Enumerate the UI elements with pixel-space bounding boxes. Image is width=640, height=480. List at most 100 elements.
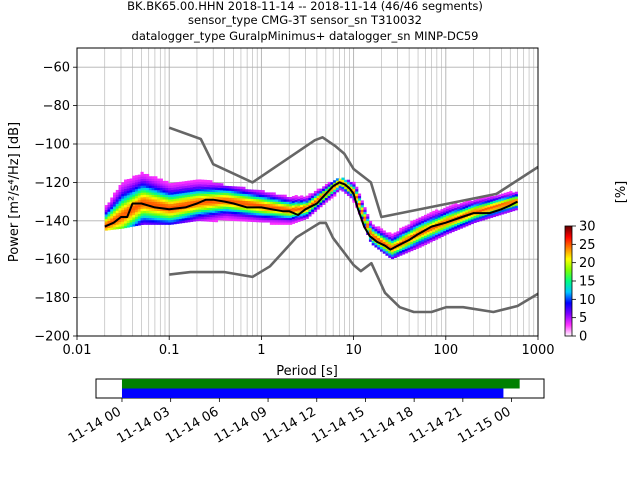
colorbar-label: [%] [614, 181, 629, 204]
heatmap-cell [448, 205, 452, 208]
heatmap-cell [495, 213, 499, 217]
heatmap-cell [346, 188, 351, 192]
heatmap-cell [118, 184, 122, 188]
heatmap-cell [316, 202, 320, 205]
heatmap-cell [151, 201, 155, 205]
heatmap-cell [168, 199, 172, 202]
heatmap-cell [126, 179, 130, 182]
heatmap-cell [377, 233, 381, 236]
heatmap-cell [484, 214, 488, 218]
heatmap-cell [245, 200, 249, 204]
heatmap-cell [448, 209, 452, 213]
heatmap-cell [146, 190, 150, 193]
heatmap-cell [118, 221, 122, 225]
heatmap-cell [426, 220, 430, 223]
heatmap-cell [385, 248, 389, 252]
heatmap-cell [107, 207, 111, 210]
heatmap-cell [462, 208, 466, 212]
heatmap-cell [512, 208, 516, 212]
heatmap-cell [201, 204, 205, 208]
heatmap-cell [423, 219, 428, 222]
heatmap-cell [415, 227, 419, 231]
heatmap-cell [311, 195, 315, 199]
heatmap-cell [280, 213, 285, 216]
heatmap-cell [506, 198, 510, 202]
heatmap-cell [418, 238, 422, 241]
heatmap-cell [118, 226, 122, 229]
heatmap-cell [154, 203, 158, 207]
heatmap-cell [382, 241, 386, 245]
heatmap-cell [473, 220, 477, 223]
heatmap-cell [162, 215, 166, 218]
heatmap-cell [302, 203, 307, 207]
heatmap-cell [379, 246, 384, 250]
heatmap-cell [407, 247, 411, 250]
heatmap-cell [371, 242, 375, 246]
heatmap-cell [118, 191, 122, 195]
heatmap-cell [487, 213, 491, 217]
heatmap-cell [195, 197, 199, 201]
heatmap-cell [487, 207, 491, 210]
heatmap-cell [280, 196, 285, 200]
heatmap-cell [151, 178, 155, 182]
heatmap-cell [132, 184, 136, 188]
heatmap-cell [195, 204, 199, 208]
heatmap-cell [107, 218, 111, 222]
heatmap-cell [143, 213, 147, 216]
heatmap-cell [470, 205, 474, 208]
heatmap-cell [278, 199, 282, 202]
heatmap-cell [368, 232, 373, 235]
heatmap-cell [492, 212, 496, 215]
heatmap-cell [214, 194, 218, 197]
heatmap-cell [512, 192, 516, 196]
heatmap-cell [170, 203, 174, 207]
heatmap-cell [220, 210, 224, 214]
heatmap-cell [308, 193, 312, 196]
heatmap-cell [148, 210, 152, 214]
heatmap-cell [187, 219, 191, 223]
heatmap-cell [440, 225, 444, 228]
heatmap-cell [126, 222, 130, 226]
heatmap-cell [198, 188, 202, 192]
heatmap-cell [217, 217, 221, 221]
heatmap-cell [294, 208, 298, 212]
heatmap-cell [396, 240, 400, 244]
heatmap-cell [319, 193, 323, 196]
heatmap-cell [173, 203, 177, 206]
heatmap-cell [283, 217, 287, 221]
heatmap-cell [275, 220, 279, 223]
heatmap-cell [426, 229, 430, 233]
heatmap-cell [203, 216, 207, 220]
heatmap-cell [198, 209, 202, 212]
heatmap-cell [165, 206, 169, 209]
heatmap-cell [269, 222, 274, 225]
heatmap-cell [283, 196, 287, 200]
heatmap-cell [113, 201, 117, 205]
heatmap-cell [457, 204, 461, 207]
heatmap-cell [135, 212, 139, 215]
heatmap-cell [410, 248, 414, 252]
heatmap-cell [371, 240, 375, 244]
heatmap-cell [146, 210, 150, 214]
heatmap-cell [129, 215, 133, 218]
heatmap-cell [302, 215, 307, 218]
heatmap-cell [393, 253, 397, 256]
heatmap-cell [217, 201, 221, 204]
heatmap-cell [382, 246, 386, 250]
heatmap-cell [124, 209, 128, 212]
heatmap-cell [253, 189, 257, 193]
heatmap-cell [228, 211, 232, 214]
heatmap-cell [154, 210, 158, 214]
heatmap-cell [275, 206, 279, 209]
heatmap-cell [313, 197, 318, 201]
heatmap-cell [319, 190, 323, 194]
heatmap-cell [388, 250, 392, 254]
heatmap-cell [457, 222, 461, 226]
heatmap-cell [181, 215, 185, 219]
heatmap-cell [479, 216, 483, 219]
heatmap-cell [393, 255, 397, 258]
heatmap-cell [151, 213, 155, 216]
heatmap-cell [143, 187, 147, 191]
heatmap-cell [135, 200, 139, 204]
heatmap-cell [443, 226, 447, 229]
